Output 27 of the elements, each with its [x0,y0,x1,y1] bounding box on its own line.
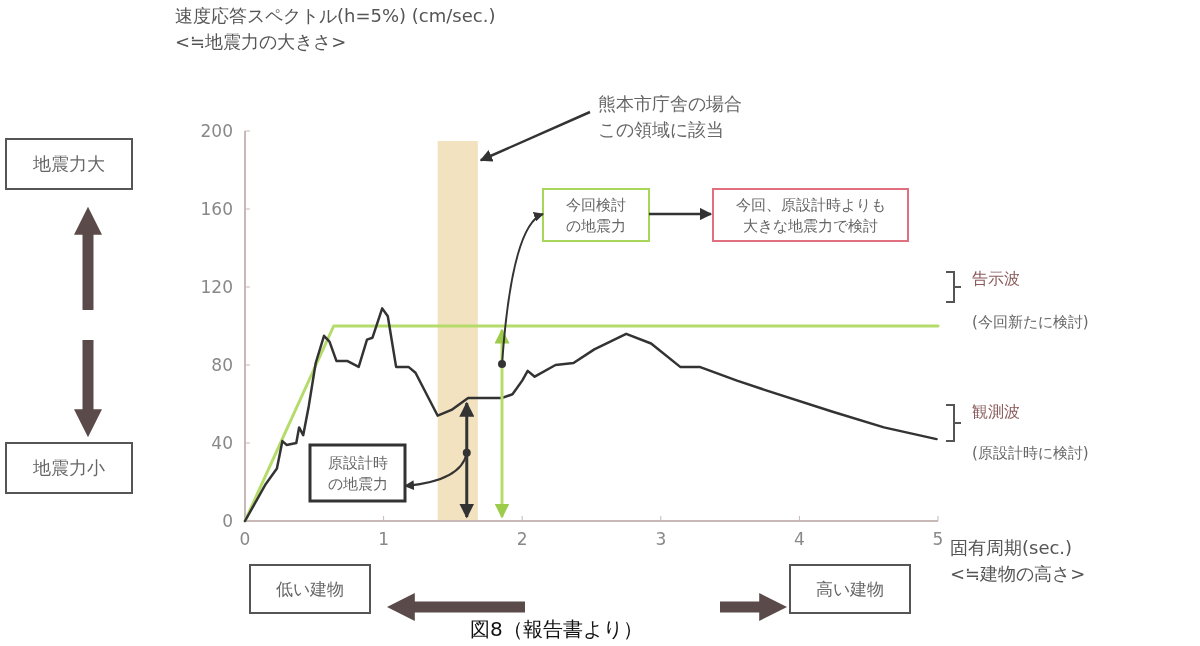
text: (原設計時に検討) [972,444,1089,462]
annotation: 熊本市庁舎の場合この領域に該当 [598,93,742,141]
x-tick-label: 4 [793,529,805,549]
text: 低い建物 [276,579,344,600]
x-tick-label: 5 [932,529,944,549]
x-axis-title: 固有周期(sec.) <≒建物の高さ> [950,537,1086,585]
text: (今回新たに検討) [972,313,1089,331]
x-tick-label: 0 [239,529,251,549]
y-tick-label: 0 [222,511,233,531]
y-tick-label: 80 [211,355,233,375]
text: 告示波 [972,269,1020,288]
y-tick-label: 160 [200,199,233,219]
text: 地震力小 [32,457,105,479]
text: 地震力大 [32,153,105,175]
annotation: 今回検討の地震力 [566,195,626,236]
annotation: 原設計時の地震力 [327,453,388,494]
y-axis-title: 速度応答スペクトル(h=5%) (cm/sec.) <≒地震力の大きさ> [175,5,496,53]
x-tick-label: 2 [516,529,528,549]
text: 高い建物 [816,579,884,600]
x-tick-label: 1 [378,529,390,549]
y-tick-label: 40 [211,433,233,453]
caption: 図8（報告書より） [470,617,643,641]
y-tick-label: 200 [200,121,233,141]
y-tick-label: 120 [200,277,233,297]
x-tick-label: 3 [655,529,667,549]
annotation: 今回、原設計時よりも大きな地震力で検討 [735,195,886,236]
text: 観測波 [972,402,1020,421]
